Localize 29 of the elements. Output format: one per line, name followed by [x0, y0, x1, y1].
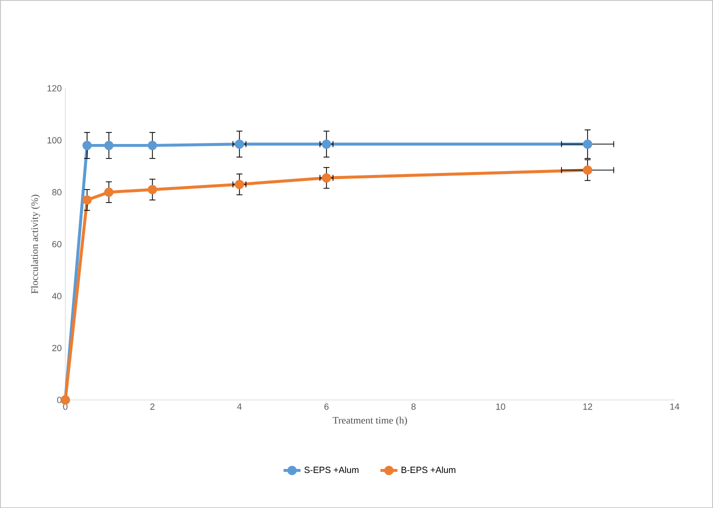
x-tick-label: 2 [150, 403, 154, 410]
y-tick-label: 120 [48, 85, 62, 92]
legend-label: B-EPS +Alum [402, 466, 456, 473]
point [234, 180, 244, 189]
x-tick-label: 10 [496, 403, 506, 410]
x-tick-label: 12 [583, 403, 592, 410]
y-tick-label: 20 [52, 344, 62, 352]
x-tick-label: 14 [670, 403, 680, 410]
point [322, 173, 332, 182]
y-tick-label: 100 [48, 136, 62, 144]
point [82, 140, 92, 150]
x-tick-label: 6 [324, 403, 329, 410]
point [322, 139, 332, 149]
y-tick-label: 40 [52, 292, 62, 300]
point [104, 140, 114, 150]
legend-label: S-EPS +Alum [304, 466, 358, 473]
x-tick-label: 8 [411, 403, 416, 410]
point [582, 139, 592, 149]
y-tick-label: 60 [52, 240, 62, 248]
point [82, 195, 92, 205]
y-tick-label: 80 [52, 188, 62, 196]
point [104, 187, 114, 197]
point [582, 165, 592, 175]
x-tick-label: 4 [237, 403, 242, 410]
y-axis-title: Flocculation activity (%) [30, 194, 40, 294]
point [234, 139, 244, 149]
point [148, 184, 158, 194]
x-axis-title: Treatment time (h) [332, 416, 407, 426]
point [148, 140, 158, 150]
